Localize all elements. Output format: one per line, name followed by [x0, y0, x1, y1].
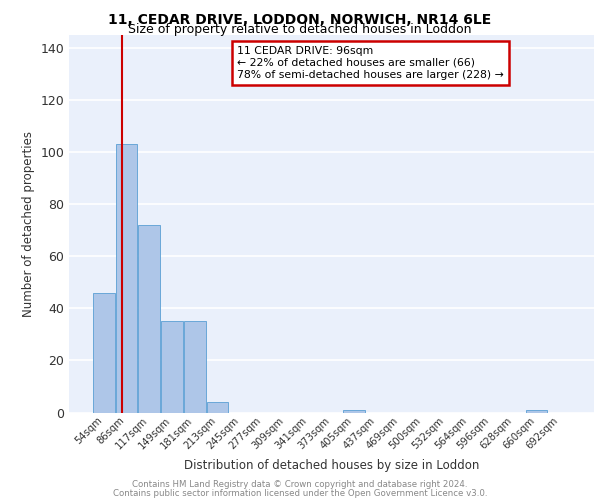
Bar: [207, 402, 229, 412]
X-axis label: Distribution of detached houses by size in Loddon: Distribution of detached houses by size …: [184, 459, 479, 472]
Bar: [161, 322, 183, 412]
Text: 11 CEDAR DRIVE: 96sqm
← 22% of detached houses are smaller (66)
78% of semi-deta: 11 CEDAR DRIVE: 96sqm ← 22% of detached …: [237, 46, 504, 80]
Bar: [343, 410, 365, 412]
Bar: [184, 322, 206, 412]
Bar: [116, 144, 137, 412]
Text: Contains HM Land Registry data © Crown copyright and database right 2024.: Contains HM Land Registry data © Crown c…: [132, 480, 468, 489]
Y-axis label: Number of detached properties: Number of detached properties: [22, 130, 35, 317]
Bar: [93, 292, 115, 412]
Text: Size of property relative to detached houses in Loddon: Size of property relative to detached ho…: [128, 22, 472, 36]
Bar: [526, 410, 547, 412]
Bar: [139, 225, 160, 412]
Text: 11, CEDAR DRIVE, LODDON, NORWICH, NR14 6LE: 11, CEDAR DRIVE, LODDON, NORWICH, NR14 6…: [109, 12, 491, 26]
Text: Contains public sector information licensed under the Open Government Licence v3: Contains public sector information licen…: [113, 488, 487, 498]
